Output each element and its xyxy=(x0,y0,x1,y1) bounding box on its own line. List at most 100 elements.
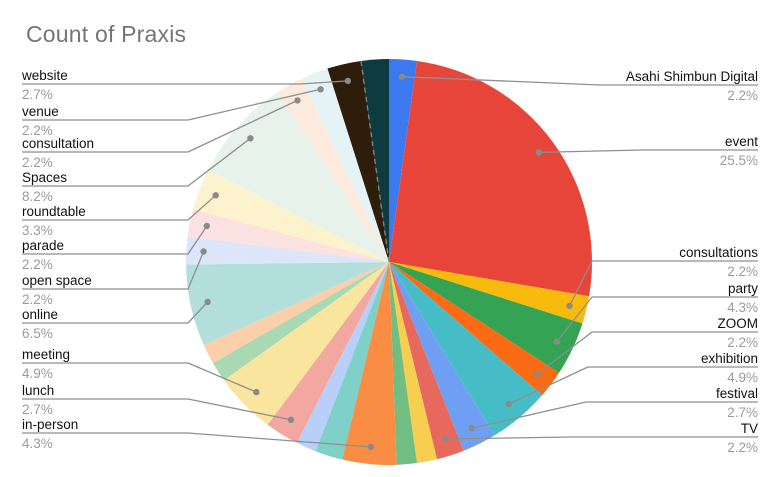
leader-line xyxy=(538,149,758,154)
callout-consultation: consultation 2.2% xyxy=(22,136,94,171)
callout-website: website 2.7% xyxy=(22,68,68,103)
pie-slice-lunch[interactable] xyxy=(267,262,389,443)
slice-label: Spaces xyxy=(22,170,68,185)
leader-line xyxy=(401,76,758,86)
pie-slice-roundtable[interactable] xyxy=(193,169,389,262)
leader-dot xyxy=(566,302,573,310)
slice-percent: 2.2% xyxy=(22,155,53,170)
slice-percent: 4.9% xyxy=(727,370,758,385)
pie-slice-meeting[interactable] xyxy=(224,262,389,425)
slice-label: online xyxy=(22,307,59,322)
leader-dot xyxy=(203,222,210,230)
leader-line xyxy=(22,80,348,85)
leader-dot xyxy=(317,86,324,93)
slice-label: ZOOM xyxy=(717,316,759,331)
callout-in-person: in-person 4.3% xyxy=(22,417,78,452)
pie-slice-parade[interactable] xyxy=(187,209,389,262)
callout-consultations: consultations 2.2% xyxy=(679,245,758,280)
slice-percent: 8.2% xyxy=(22,189,53,204)
pie-slice-spaces[interactable] xyxy=(208,92,389,263)
pie-slice-unlabeled-11[interactable] xyxy=(315,262,389,460)
slice-percent: 2.2% xyxy=(727,335,758,350)
slice-label: event xyxy=(724,134,758,149)
pie-slice-consultation[interactable] xyxy=(277,78,389,263)
leader-dot xyxy=(535,149,543,156)
pie-slice-unlabeled-8[interactable] xyxy=(389,262,438,464)
leader-line xyxy=(22,251,205,290)
callout-open-space: open space 2.2% xyxy=(22,273,92,308)
leader-line xyxy=(22,362,257,393)
pie-slice-consultations[interactable] xyxy=(389,262,590,324)
pie-slice-exhibition[interactable] xyxy=(389,262,543,436)
leader-dot xyxy=(253,388,260,396)
leader-line xyxy=(508,366,758,405)
slice-percent: 2.2% xyxy=(727,88,758,103)
pie-slice-tv[interactable] xyxy=(389,262,464,460)
pie-slice-festival[interactable] xyxy=(389,262,495,451)
leader-line xyxy=(536,331,758,375)
slice-label: in-person xyxy=(22,417,79,432)
leader-dot xyxy=(247,135,254,142)
slice-label: Asahi Shimbun Digital xyxy=(625,69,758,84)
leader-line xyxy=(22,301,209,324)
leader-dot xyxy=(294,97,301,104)
callout-lunch: lunch 2.7% xyxy=(22,383,54,418)
pie-slice-unlabeled-15[interactable] xyxy=(212,262,389,381)
chart-title: Count of Praxis xyxy=(26,21,187,47)
leader-line xyxy=(556,296,758,343)
slice-label: consultation xyxy=(22,136,95,151)
pie-slice-event[interactable] xyxy=(389,60,593,297)
leader-line xyxy=(22,99,298,153)
callout-event: event 25.5% xyxy=(720,134,758,169)
leader-line xyxy=(568,260,758,307)
slice-label: consultations xyxy=(679,245,758,260)
leader-dot xyxy=(344,77,352,85)
leader-dot xyxy=(204,298,211,306)
slice-percent: 4.9% xyxy=(22,366,53,381)
slice-label: meeting xyxy=(22,347,71,362)
pie-slice-asahi-shimbun-digital[interactable] xyxy=(389,59,417,262)
pie-slice-unlabeled-16[interactable] xyxy=(203,262,389,364)
leader-dot xyxy=(398,73,405,80)
pie-slice-unlabeled-9[interactable] xyxy=(389,262,417,465)
callout-zoom: ZOOM 2.2% xyxy=(718,316,759,351)
pie-slice-online[interactable] xyxy=(186,262,389,345)
slice-label: venue xyxy=(22,104,59,119)
slice-label: TV xyxy=(740,421,758,436)
slice-label: open space xyxy=(22,273,92,288)
callout-party: party 4.3% xyxy=(727,281,758,316)
slice-percent: 4.3% xyxy=(727,300,758,315)
leader-line xyxy=(22,194,217,221)
leader-line xyxy=(22,398,292,421)
slice-label: website xyxy=(22,68,68,83)
pie-slice-party[interactable] xyxy=(389,262,583,373)
pie-slice-open-space[interactable] xyxy=(186,236,389,265)
pie-slice-zoom[interactable] xyxy=(389,262,560,396)
slice-label: party xyxy=(727,281,758,296)
pie-slice-venue[interactable] xyxy=(301,68,389,262)
pie-slice-in-person[interactable] xyxy=(342,262,397,466)
leader-dot xyxy=(534,370,541,378)
slice-percent: 2.7% xyxy=(22,402,53,417)
leader-dot xyxy=(553,338,560,345)
leader-line xyxy=(471,401,758,429)
leader-line xyxy=(22,225,208,255)
slice-percent: 2.2% xyxy=(22,123,53,138)
pie-slice-website[interactable] xyxy=(327,60,389,262)
leader-dot xyxy=(367,443,375,451)
slice-label: festival xyxy=(715,386,758,401)
slice-percent: 2.2% xyxy=(727,440,758,455)
slice-percent: 2.2% xyxy=(727,264,758,279)
pie-slice-unlabeled-12[interactable] xyxy=(296,262,389,452)
callout-parade: parade 2.2% xyxy=(22,238,64,273)
callout-asahi-shimbun-digital: Asahi Shimbun Digital 2.2% xyxy=(626,69,758,104)
callout-tv: TV 2.2% xyxy=(727,421,758,456)
callout-festival: festival 2.7% xyxy=(716,386,758,421)
slice-percent: 6.5% xyxy=(22,326,53,341)
leader-line xyxy=(22,137,251,187)
leader-dot xyxy=(442,435,449,443)
leader-line xyxy=(22,432,371,448)
leader-line xyxy=(445,436,758,440)
